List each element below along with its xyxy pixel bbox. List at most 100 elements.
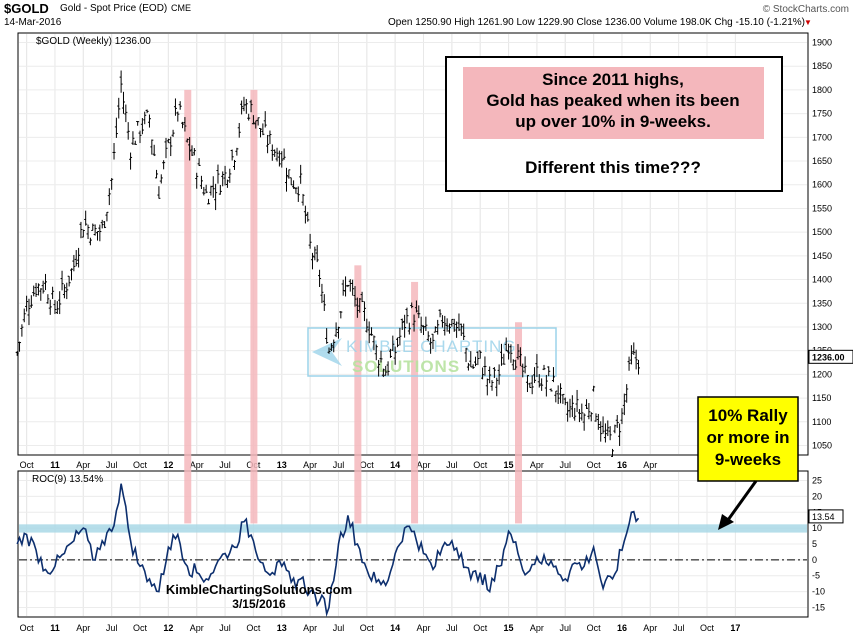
x-tick-label: Apr (190, 460, 204, 470)
x-tick-label: Jul (673, 623, 685, 633)
x-tick-label: 16 (617, 460, 627, 470)
x-tick-label: Apr (530, 460, 544, 470)
roc-y-tick: 20 (812, 491, 822, 501)
site-signature: KimbleChartingSolutions.com (166, 582, 352, 597)
roc-y-tick: 25 (812, 476, 822, 486)
peak-highlight-bar (411, 281, 419, 524)
roc-y-tick: 10 (812, 523, 822, 533)
roc-y-tick: -15 (812, 602, 825, 612)
roc-last-tag (808, 509, 844, 524)
roc-series-line (16, 483, 640, 617)
watermark-frame (307, 327, 557, 377)
x-tick-label: 15 (504, 623, 514, 633)
x-tick-label: Apr (303, 623, 317, 633)
x-tick-label: Jul (560, 623, 572, 633)
roc-panel-title: ROC(9) 13.54% (32, 474, 103, 485)
x-tick-label: Oct (587, 460, 602, 470)
exchange-label: CME (171, 3, 191, 13)
price-y-tick: 1750 (812, 109, 832, 119)
rally-arrow-head-icon (718, 514, 734, 530)
roc-y-tick: -10 (812, 587, 825, 597)
roc-y-tick: 0 (812, 555, 817, 565)
price-y-tick: 1150 (812, 393, 831, 403)
x-tick-label: 11 (50, 623, 60, 633)
x-tick-label: Oct (360, 623, 375, 633)
rally-text: or more in (706, 428, 789, 447)
roc-last-value: 13.54 (812, 512, 835, 522)
rally-arrow (726, 480, 758, 521)
callout-text: Since 2011 highs, (542, 70, 684, 89)
rally-box (697, 396, 799, 482)
x-tick-label: Apr (643, 623, 657, 633)
x-tick-label: Oct (587, 623, 602, 633)
x-tick-label: Apr (417, 623, 431, 633)
down-arrow-icon: ▼ (804, 18, 812, 27)
price-y-tick: 1600 (812, 180, 832, 190)
roc-y-tick: 5 (812, 539, 817, 549)
x-tick-label: Oct (133, 623, 148, 633)
x-tick-label: 14 (390, 623, 400, 633)
roc-y-tick: -5 (812, 571, 820, 581)
price-y-tick: 1050 (812, 441, 832, 451)
peak-highlight-bar (515, 322, 523, 524)
price-y-tick: 1800 (812, 85, 832, 95)
peak-highlight-bar (184, 89, 192, 524)
x-tick-label: Apr (303, 460, 317, 470)
ticker-description: Gold - Spot Price (EOD) (60, 3, 168, 14)
x-tick-label: Jul (333, 623, 345, 633)
x-tick-label: Jul (219, 460, 231, 470)
price-y-tick: 1700 (812, 132, 832, 142)
price-y-tick: 1350 (812, 298, 832, 308)
rally-text: 10% Rally (708, 406, 788, 425)
x-tick-label: 16 (617, 623, 627, 633)
x-tick-label: Oct (473, 623, 488, 633)
x-tick-label: Oct (700, 623, 715, 633)
callout-highlight (463, 67, 764, 139)
x-tick-label: Oct (20, 623, 35, 633)
x-tick-label: Oct (246, 623, 261, 633)
ticker-symbol: $GOLD (4, 1, 49, 16)
x-tick-label: 11 (50, 460, 60, 470)
price-y-tick: 1500 (812, 227, 832, 237)
x-tick-label: Jul (446, 460, 458, 470)
rally-text: 9-weeks (715, 450, 781, 469)
x-tick-label: 17 (730, 623, 740, 633)
price-panel-title: $GOLD (Weekly) 1236.00 (36, 36, 151, 47)
price-y-tick: 1450 (812, 251, 832, 261)
x-tick-label: 12 (163, 623, 173, 633)
x-tick-label: Oct (133, 460, 148, 470)
x-tick-label: Jul (219, 623, 231, 633)
price-y-tick: 1900 (812, 37, 832, 47)
watermark-logo-icon (312, 338, 342, 366)
quote-date: 14-Mar-2016 (4, 17, 62, 28)
roc-10pct-band (19, 524, 807, 533)
x-tick-label: Jul (106, 623, 118, 633)
price-y-tick: 1200 (812, 369, 832, 379)
price-y-tick: 1550 (812, 203, 832, 213)
watermark-text: KIMBLE CHARTING (346, 337, 517, 356)
callout-question: Different this time??? (525, 158, 701, 177)
price-y-tick: 1400 (812, 275, 832, 285)
x-tick-label: Apr (76, 623, 90, 633)
x-tick-label: Apr (643, 460, 657, 470)
x-tick-label: Apr (417, 460, 431, 470)
x-tick-label: 14 (390, 460, 400, 470)
site-date: 3/15/2016 (232, 597, 286, 611)
x-tick-label: Apr (530, 623, 544, 633)
price-y-tick: 1100 (812, 417, 831, 427)
x-tick-label: 13 (277, 623, 287, 633)
peak-highlight-bar (354, 265, 362, 524)
callout-text: up over 10% in 9-weeks. (515, 112, 711, 131)
x-tick-label: Jul (106, 460, 118, 470)
price-y-tick: 1650 (812, 156, 832, 166)
callout-text: Gold has peaked when its been (486, 91, 739, 110)
price-y-tick: 1300 (812, 322, 832, 332)
x-tick-label: 15 (504, 460, 514, 470)
price-last-value: 1236.00 (812, 352, 845, 362)
price-last-tag (808, 349, 853, 364)
x-tick-label: Apr (76, 460, 90, 470)
x-tick-label: Oct (473, 460, 488, 470)
watermark-text: SOLUTIONS (352, 357, 460, 376)
x-tick-label: Jul (446, 623, 458, 633)
x-tick-label: Oct (360, 460, 375, 470)
